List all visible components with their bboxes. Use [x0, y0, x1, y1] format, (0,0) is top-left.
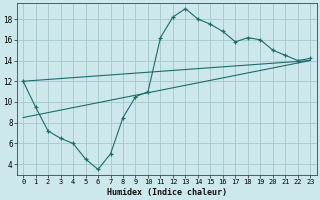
X-axis label: Humidex (Indice chaleur): Humidex (Indice chaleur) [107, 188, 227, 197]
